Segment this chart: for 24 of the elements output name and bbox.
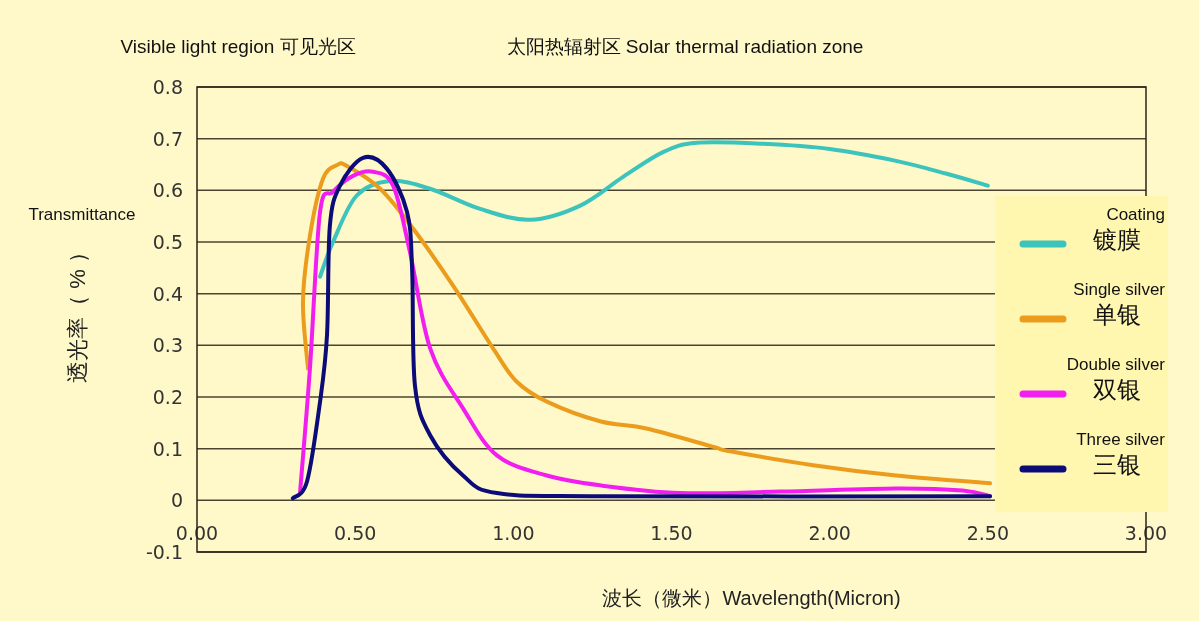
y-tick-label: 0.5 [152,231,183,253]
y-tick-label: 0.2 [152,386,183,408]
x-tick-label: 0.50 [334,522,377,545]
x-tick-label: 2.50 [966,522,1009,545]
y-tick-label: 0.8 [152,76,183,98]
y-tick-label: 0.3 [152,334,183,357]
y-tick-label: 0.4 [152,282,183,305]
x-tick-label: 1.00 [492,522,535,545]
text: Coating 镀膜 [1093,205,1165,253]
y-axis-title: 透光率（ % ） [65,241,90,383]
legend-label: Double silver 双银 [1066,355,1166,403]
y-tick-label: -0.1 [145,541,183,563]
x-tick-label: 2.00 [808,522,851,545]
y-tick-label: 0.1 [152,437,183,460]
x-tick-label: 1.50 [650,522,693,545]
legend-label: Single silver 单银 [1073,280,1166,328]
text: Visible light region 可见光区 [120,36,356,57]
text: 太阳热辐射区 Solar thermal radiation zone [506,36,864,57]
y-tick-label: 0.7 [152,127,183,150]
y-tick-label: 0.6 [152,179,183,202]
text: Transmittance [28,205,136,224]
legend-label: Three silver 三银 [1076,430,1166,478]
x-axis-title: 波长（微米）Wavelength(Micron) [602,587,901,609]
y-tick-label: 0 [170,489,183,512]
